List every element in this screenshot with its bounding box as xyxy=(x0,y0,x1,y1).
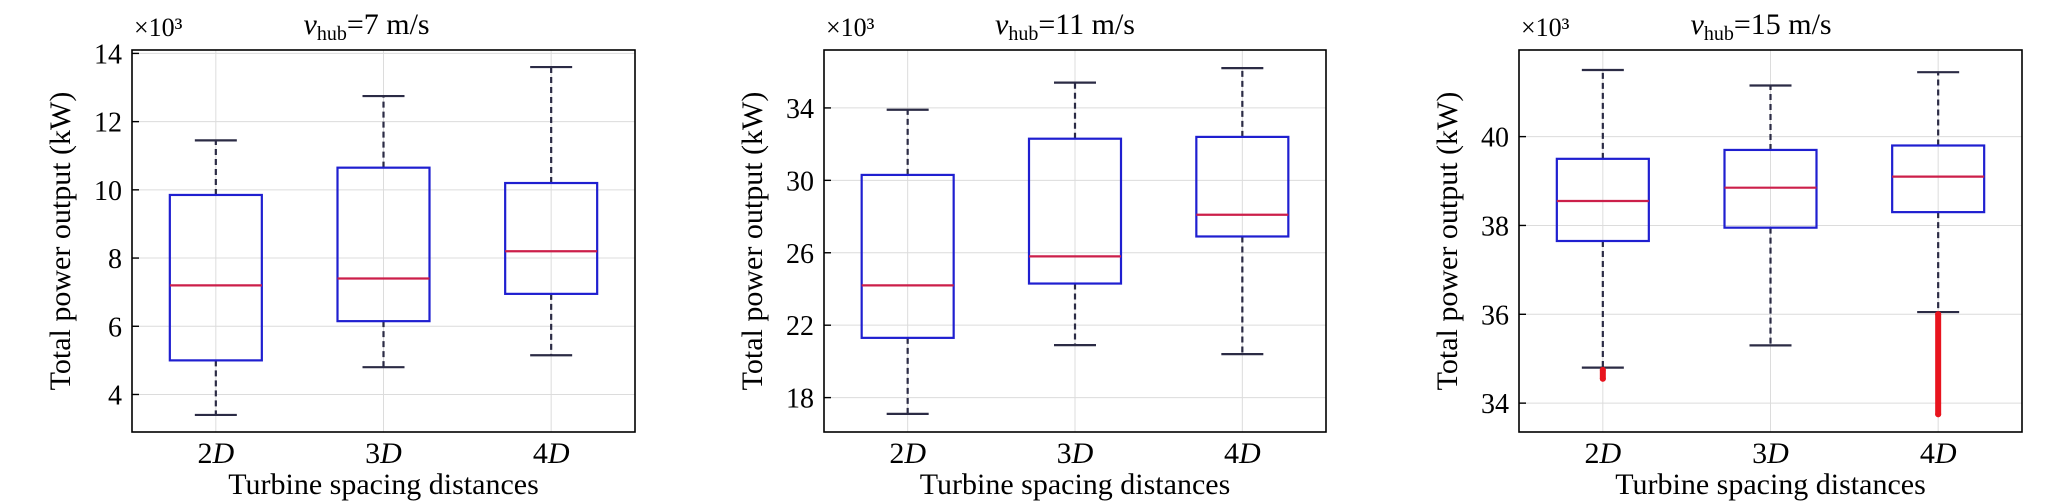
y-tick-label: 18 xyxy=(786,384,814,415)
box-2D: 2D xyxy=(860,108,955,470)
x-axis-label: Turbine spacing distances xyxy=(228,468,539,501)
x-tick-label: 2D xyxy=(197,437,234,470)
x-tick-number: 4 xyxy=(533,437,548,470)
box-2D: 2D xyxy=(1555,68,1650,470)
outlier-point xyxy=(1599,375,1606,382)
plot-frame xyxy=(131,49,636,433)
x-tick-number: 3 xyxy=(1752,437,1767,470)
box-iqr xyxy=(1195,135,1290,238)
box-3D: 3D xyxy=(1723,84,1818,470)
box-iqr xyxy=(1723,148,1818,229)
chart-title-value: =15 m/s xyxy=(1734,8,1832,41)
box-iqr xyxy=(860,173,955,339)
box-iqr xyxy=(168,193,263,362)
box-iqr xyxy=(504,181,599,295)
y-tick-label: 6 xyxy=(108,312,122,343)
y-tick-label: 30 xyxy=(786,166,814,197)
x-tick-symbol: D xyxy=(1598,437,1621,470)
y-tick-label: 8 xyxy=(108,244,122,275)
y-tick-label: 12 xyxy=(94,108,122,139)
chart-title-value: =7 m/s xyxy=(347,8,430,41)
x-tick-symbol: D xyxy=(1766,437,1789,470)
chart-title-subscript: hub xyxy=(1704,23,1734,45)
y-multiplier-label: ×10³ xyxy=(1521,13,1570,42)
x-tick-symbol: D xyxy=(211,437,234,470)
chart-title: vhub=7 m/s xyxy=(304,8,430,45)
box-iqr xyxy=(336,166,431,323)
x-tick-label: 3D xyxy=(1752,437,1789,470)
x-tick-symbol: D xyxy=(379,437,402,470)
x-tick-symbol: D xyxy=(547,437,570,470)
x-tick-label: 3D xyxy=(365,437,402,470)
x-tick-label: 2D xyxy=(1584,437,1621,470)
y-tick-label: 10 xyxy=(94,176,122,207)
y-axis-label: Total power output (kW) xyxy=(1431,92,1464,391)
y-tick-label: 22 xyxy=(786,311,814,342)
x-tick-label: 4D xyxy=(1920,437,1957,470)
box-2D: 2D xyxy=(168,139,263,470)
chart-title: vhub=11 m/s xyxy=(995,8,1135,45)
x-tick-number: 3 xyxy=(1057,437,1072,470)
box-3D: 3D xyxy=(336,94,431,470)
plot-frame xyxy=(1518,49,2023,433)
chart-title-subscript: hub xyxy=(317,23,347,45)
outlier-point xyxy=(1599,366,1606,373)
x-tick-number: 2 xyxy=(197,437,212,470)
x-tick-symbol: D xyxy=(1071,437,1094,470)
x-axis-label: Turbine spacing distances xyxy=(920,468,1231,501)
x-tick-number: 4 xyxy=(1224,437,1239,470)
box-iqr xyxy=(1555,157,1650,243)
chart-title-variable: v xyxy=(1691,8,1705,41)
y-tick-label: 40 xyxy=(1481,123,1509,154)
box-3D: 3D xyxy=(1027,81,1123,470)
outlier-point xyxy=(1935,411,1942,418)
y-tick-label: 34 xyxy=(1481,389,1509,420)
x-tick-number: 4 xyxy=(1920,437,1935,470)
box-4D: 4D xyxy=(1891,71,1986,470)
y-tick-label: 38 xyxy=(1481,211,1509,242)
plot-frame xyxy=(823,49,1327,433)
y-tick-label: 36 xyxy=(1481,300,1509,331)
y-multiplier-label: ×10³ xyxy=(826,13,875,42)
outlier-point xyxy=(1935,311,1942,318)
y-tick-label: 34 xyxy=(786,94,814,125)
x-tick-number: 3 xyxy=(365,437,380,470)
chart-title-variable: v xyxy=(304,8,318,41)
x-tick-number: 2 xyxy=(889,437,904,470)
chart-title-variable: v xyxy=(995,8,1009,41)
x-tick-label: 4D xyxy=(533,437,570,470)
x-tick-label: 2D xyxy=(889,437,926,470)
x-tick-symbol: D xyxy=(903,437,926,470)
chart-title-value: =11 m/s xyxy=(1038,8,1135,41)
x-tick-label: 4D xyxy=(1224,437,1261,470)
chart-title-subscript: hub xyxy=(1008,23,1038,45)
chart-panel-1: 4 6 8 10 12 14 ×10³ vhub=7 m/s Total power outpu… xyxy=(44,8,636,501)
box-4D: 4D xyxy=(504,65,599,470)
x-tick-number: 2 xyxy=(1584,437,1599,470)
box-4D: 4D xyxy=(1195,67,1290,470)
x-axis-label: Turbine spacing distances xyxy=(1615,468,1926,501)
x-tick-label: 3D xyxy=(1057,437,1094,470)
y-axis-label: Total power output (kW) xyxy=(44,92,77,391)
box-iqr xyxy=(1891,144,1986,214)
y-axis-label: Total power output (kW) xyxy=(736,92,769,391)
x-tick-symbol: D xyxy=(1934,437,1957,470)
chart-title: vhub=15 m/s xyxy=(1691,8,1832,45)
box-iqr xyxy=(1027,137,1123,285)
x-tick-symbol: D xyxy=(1238,437,1261,470)
y-multiplier-label: ×10³ xyxy=(134,13,183,42)
y-tick-label: 4 xyxy=(108,380,122,411)
y-tick-label: 26 xyxy=(786,239,814,270)
y-tick-label: 14 xyxy=(94,39,122,70)
